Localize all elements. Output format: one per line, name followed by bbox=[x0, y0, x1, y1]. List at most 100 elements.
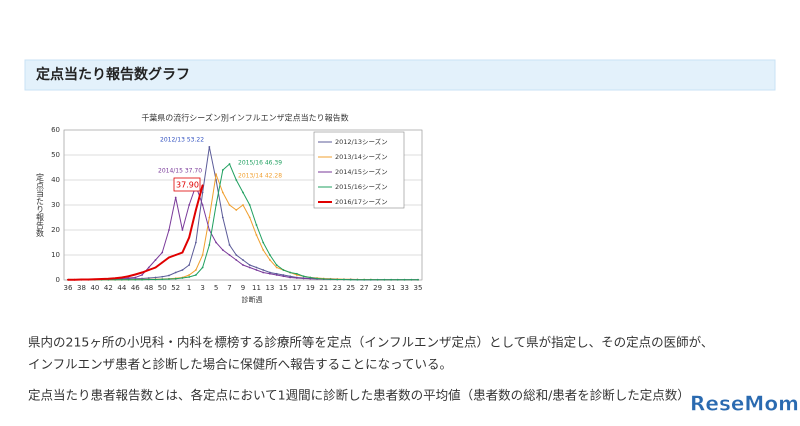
point bbox=[329, 278, 332, 281]
point bbox=[269, 272, 271, 275]
point bbox=[201, 254, 204, 256]
point bbox=[235, 179, 238, 181]
point bbox=[127, 277, 130, 279]
point bbox=[417, 278, 419, 281]
paragraph: 定点当たり患者報告数とは、各定点において1週間に診断した患者数の平均値（患者数の… bbox=[28, 388, 690, 403]
point bbox=[154, 266, 157, 269]
point bbox=[215, 173, 217, 176]
point bbox=[114, 277, 117, 280]
legend-label: 2012/13シーズン bbox=[335, 137, 388, 146]
point bbox=[147, 266, 150, 269]
point bbox=[242, 259, 244, 261]
point bbox=[295, 272, 298, 275]
point bbox=[302, 275, 305, 278]
point bbox=[275, 274, 278, 276]
point bbox=[134, 278, 137, 281]
point bbox=[154, 259, 157, 261]
x-tick-label: 17 bbox=[292, 284, 301, 292]
point bbox=[201, 204, 204, 206]
point bbox=[228, 254, 231, 256]
point bbox=[215, 241, 217, 244]
point bbox=[194, 209, 197, 211]
point bbox=[201, 191, 204, 194]
x-tick-label: 11 bbox=[252, 284, 261, 292]
x-tick-label: 48 bbox=[144, 284, 153, 292]
point bbox=[161, 251, 164, 254]
x-axis-label: 診断週 bbox=[242, 295, 263, 304]
point bbox=[174, 254, 177, 256]
point bbox=[181, 269, 184, 271]
point bbox=[208, 229, 211, 231]
point bbox=[248, 266, 251, 269]
point bbox=[120, 278, 123, 281]
point bbox=[228, 244, 231, 246]
point bbox=[154, 276, 157, 279]
point bbox=[242, 204, 244, 206]
point bbox=[221, 216, 224, 219]
x-tick-label: 44 bbox=[117, 284, 126, 292]
paragraph: インフルエンザ患者と診断した場合に保健所へ報告することになっている。 bbox=[28, 357, 452, 372]
point bbox=[161, 261, 164, 264]
point bbox=[188, 236, 191, 239]
point bbox=[194, 241, 197, 244]
point bbox=[154, 278, 157, 281]
point bbox=[107, 277, 110, 280]
point bbox=[134, 273, 137, 276]
point bbox=[181, 277, 184, 279]
point bbox=[309, 277, 312, 280]
annotation-box bbox=[173, 177, 201, 192]
point bbox=[181, 251, 184, 254]
logo: ReseMom bbox=[690, 392, 799, 416]
point bbox=[194, 274, 197, 276]
point bbox=[316, 277, 318, 280]
point bbox=[302, 277, 305, 280]
point bbox=[336, 278, 339, 281]
point bbox=[376, 278, 379, 281]
point bbox=[141, 274, 143, 276]
x-tick-label: 15 bbox=[279, 284, 288, 292]
point bbox=[349, 278, 352, 281]
point bbox=[309, 276, 312, 279]
point bbox=[248, 216, 251, 219]
point bbox=[147, 269, 150, 271]
y-axis-label: 定点当たり報告数 bbox=[36, 172, 45, 238]
point bbox=[161, 275, 164, 278]
annotation: 37.90 bbox=[176, 181, 199, 190]
annotation: 2012/13 53.22 bbox=[160, 137, 204, 144]
legend-label: 2013/14シーズン bbox=[335, 152, 388, 161]
point bbox=[194, 269, 197, 271]
y-tick-label: 10 bbox=[51, 251, 60, 259]
chart-title: 千葉県の流行シーズン別インフルエンザ定点当たり報告数 bbox=[141, 113, 348, 123]
point bbox=[269, 259, 271, 261]
x-tick-label: 50 bbox=[158, 284, 167, 292]
point bbox=[228, 204, 231, 206]
y-tick-label: 0 bbox=[56, 276, 60, 284]
y-tick-label: 40 bbox=[51, 176, 60, 184]
point bbox=[282, 274, 285, 276]
point bbox=[235, 209, 238, 211]
point bbox=[295, 274, 298, 276]
x-tick-label: 52 bbox=[171, 284, 180, 292]
point bbox=[174, 277, 177, 280]
point bbox=[390, 278, 392, 281]
point bbox=[147, 278, 150, 281]
point bbox=[174, 271, 177, 274]
point bbox=[262, 249, 265, 251]
point bbox=[141, 278, 143, 281]
point bbox=[322, 278, 325, 280]
point bbox=[208, 216, 211, 219]
x-tick-label: 1 bbox=[187, 284, 191, 292]
point bbox=[369, 278, 372, 281]
legend-label: 2016/17シーズン bbox=[335, 197, 388, 206]
point bbox=[147, 277, 150, 279]
point bbox=[255, 234, 258, 236]
x-tick-label: 35 bbox=[414, 284, 423, 292]
x-tick-label: 38 bbox=[77, 284, 86, 292]
point bbox=[87, 278, 90, 281]
point bbox=[188, 276, 191, 278]
point bbox=[383, 278, 386, 281]
x-tick-label: 19 bbox=[306, 284, 315, 292]
point bbox=[242, 264, 244, 266]
point bbox=[262, 241, 265, 244]
